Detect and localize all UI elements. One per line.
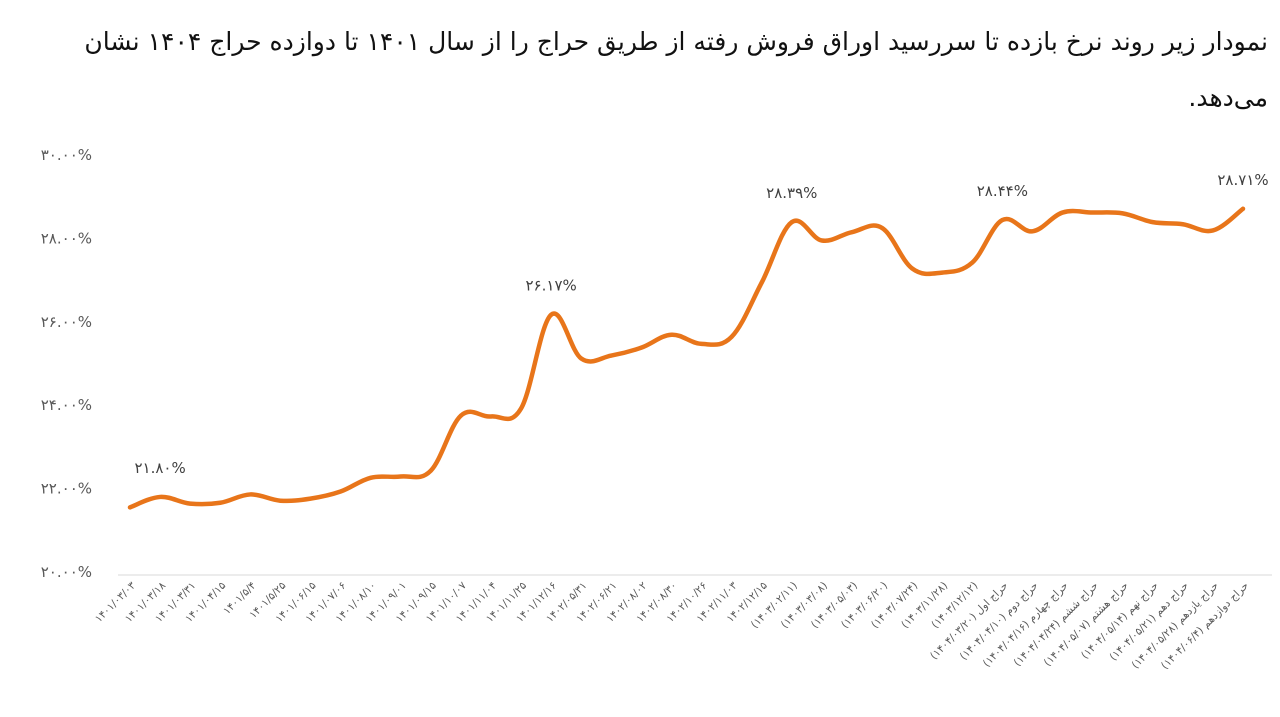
data-point: [880, 225, 885, 230]
data-point: [188, 501, 193, 506]
data-point: [128, 505, 132, 510]
data-point: [970, 260, 975, 265]
data-point: [609, 353, 614, 358]
data-point: [458, 413, 463, 418]
data-point: [248, 492, 253, 497]
y-tick-label: ۲۰.۰۰%: [41, 563, 92, 581]
data-point: [398, 474, 403, 479]
y-tick-label: ۳۰.۰۰%: [41, 146, 92, 164]
y-tick-label: ۲۲.۰۰%: [41, 480, 92, 498]
data-point: [759, 280, 764, 285]
data-point: [1090, 210, 1095, 215]
data-point: [910, 266, 915, 271]
data-label: ۲۸.۷۱%: [1217, 171, 1268, 189]
data-point: [639, 345, 644, 350]
data-point: [308, 496, 313, 501]
data-point: [849, 230, 854, 235]
data-label: ۲۶.۱۷%: [526, 277, 577, 295]
data-point: [278, 498, 283, 503]
data-label: ۲۱.۸۰%: [134, 459, 185, 477]
data-label: ۲۸.۳۹%: [766, 184, 817, 202]
data-point: [1060, 210, 1065, 215]
data-point: [699, 341, 704, 346]
data-point: [158, 494, 163, 499]
data-point: [1180, 222, 1185, 227]
data-point: [1150, 220, 1155, 225]
chart-title: نمودار زیر روند نرخ بازده تا سررسید اورا…: [84, 27, 1268, 112]
data-point: [368, 475, 373, 480]
series-line: [127, 206, 1246, 510]
data-point: [729, 334, 734, 339]
data-point: [549, 312, 554, 317]
data-point: [428, 468, 433, 473]
data-point: [579, 356, 584, 361]
data-point: [218, 500, 223, 505]
y-tick-label: ۲۴.۰۰%: [41, 396, 92, 414]
data-point: [940, 270, 945, 275]
data-point: [1120, 211, 1125, 216]
data-point: [519, 406, 524, 411]
data-point: [338, 489, 343, 494]
y-tick-label: ۲۸.۰۰%: [41, 229, 92, 247]
data-point: [488, 414, 493, 419]
data-point: [1000, 218, 1005, 223]
data-point: [1241, 206, 1245, 211]
data-point: [1030, 229, 1035, 234]
data-point: [789, 220, 794, 225]
data-point: [819, 238, 824, 243]
data-label: ۲۸.۴۴%: [977, 182, 1028, 200]
y-tick-label: ۲۶.۰۰%: [41, 313, 92, 331]
data-point: [1210, 228, 1215, 233]
data-point: [669, 332, 674, 337]
